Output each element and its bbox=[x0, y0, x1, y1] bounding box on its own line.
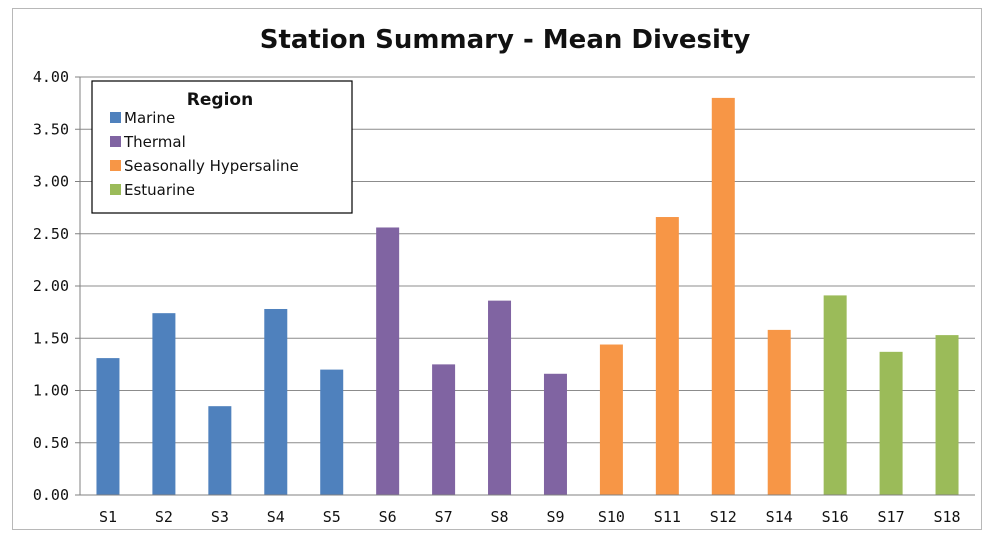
y-axis-ticks: 0.00 0.50 1.00 1.50 2.00 2.50 3.00 3.50 4.00 bbox=[33, 68, 80, 504]
bar-s9 bbox=[543, 373, 567, 495]
x-tick-label: S2 bbox=[155, 508, 173, 526]
x-tick-label: S10 bbox=[598, 508, 625, 526]
legend-title: Region bbox=[187, 90, 253, 110]
bar-s18 bbox=[935, 335, 959, 495]
y-tick-label: 2.50 bbox=[33, 225, 69, 243]
x-tick-label: S7 bbox=[435, 508, 453, 526]
legend-label: Marine bbox=[124, 109, 175, 127]
x-tick-label: S11 bbox=[654, 508, 681, 526]
x-tick-label: S5 bbox=[323, 508, 341, 526]
y-tick-label: 3.50 bbox=[33, 120, 69, 138]
x-tick-label: S4 bbox=[267, 508, 285, 526]
bar-s17 bbox=[879, 351, 903, 495]
y-tick-label: 4.00 bbox=[33, 68, 69, 86]
legend-swatch bbox=[110, 160, 121, 171]
bar-s14 bbox=[767, 329, 791, 495]
legend: Region Marine Thermal Seasonally Hypersali… bbox=[91, 80, 353, 214]
bar-s5 bbox=[320, 369, 344, 495]
axes bbox=[79, 77, 975, 496]
bar-s11 bbox=[655, 217, 679, 495]
x-tick-label: S9 bbox=[546, 508, 564, 526]
bar-s2 bbox=[152, 313, 176, 495]
bar-s10 bbox=[599, 344, 623, 495]
legend-swatch bbox=[110, 184, 121, 195]
x-tick-label: S12 bbox=[710, 508, 737, 526]
x-tick-label: S3 bbox=[211, 508, 229, 526]
x-tick-label: S18 bbox=[933, 508, 960, 526]
chart-title: Station Summary - Mean Divesity bbox=[260, 25, 751, 55]
bar-s8 bbox=[488, 300, 512, 495]
x-axis-ticks: S1 S2 S3 S4 S5 S6 S7 S8 S9 S10 S11 S12 S14 S16 S17 S18 bbox=[99, 508, 961, 526]
x-tick-label: S17 bbox=[878, 508, 905, 526]
bar-s6 bbox=[376, 227, 400, 496]
x-tick-label: S8 bbox=[491, 508, 509, 526]
y-tick-label: 0.00 bbox=[33, 486, 69, 504]
y-tick-label: 1.50 bbox=[33, 329, 69, 347]
x-tick-label: S6 bbox=[379, 508, 397, 526]
legend-swatch bbox=[110, 136, 121, 147]
y-tick-label: 0.50 bbox=[33, 434, 69, 452]
x-tick-label: S14 bbox=[766, 508, 793, 526]
bars bbox=[96, 97, 959, 496]
y-tick-label: 1.00 bbox=[33, 382, 69, 400]
legend-box bbox=[91, 80, 353, 214]
legend-label: Seasonally Hypersaline bbox=[124, 157, 299, 175]
bar-s16 bbox=[823, 295, 847, 495]
legend-label: Estuarine bbox=[124, 181, 195, 199]
bar-s1 bbox=[96, 358, 120, 495]
legend-swatch bbox=[110, 112, 121, 123]
y-tick-label: 3.00 bbox=[33, 173, 69, 191]
x-tick-label: S1 bbox=[99, 508, 117, 526]
bar-s7 bbox=[432, 364, 456, 495]
bar-s3 bbox=[208, 406, 232, 495]
bar-s4 bbox=[264, 308, 288, 495]
legend-label: Thermal bbox=[123, 133, 186, 151]
x-tick-label: S16 bbox=[822, 508, 849, 526]
bar-s12 bbox=[711, 97, 735, 496]
y-tick-label: 2.00 bbox=[33, 277, 69, 295]
